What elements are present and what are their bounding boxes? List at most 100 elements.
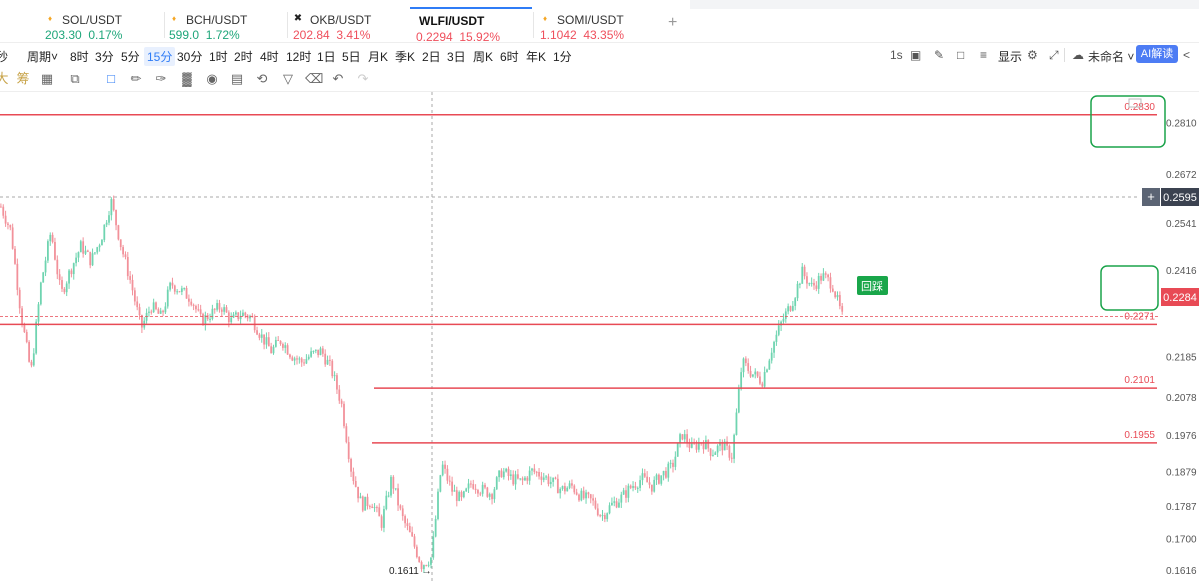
interval-1s-button[interactable]: 1s [890,48,903,62]
candle-body [366,496,369,507]
candle-body [820,275,822,281]
period-1h[interactable]: 1时 [209,50,228,64]
edit-icon[interactable]: ✎ [934,48,945,62]
candle-body [552,477,555,482]
ticker-tab-okb[interactable]: ✖ OKB/USDT 202.84 3.41% [290,9,408,42]
candle-body [32,353,35,366]
coin-icon: ♦ [47,14,53,23]
y-axis-tick-label: 0.2672 [1166,170,1197,181]
low-price-marker: 0.1611 → [389,566,432,577]
candle-body [190,301,193,305]
period-12h[interactable]: 12时 [286,50,312,64]
period-dropdown[interactable]: 周期˅ [27,50,59,64]
period-4h[interactable]: 4时 [260,50,279,64]
candle-body [18,289,21,309]
crosshair-add-button[interactable] [1142,188,1160,206]
period-8h[interactable]: 8时 [70,50,89,64]
camera-icon[interactable]: ▣ [910,48,922,62]
period-1d[interactable]: 1日 [317,50,336,64]
settings-list-icon[interactable]: ≡ [980,48,988,62]
period-3m[interactable]: 3分 [95,50,114,64]
candle-body [209,318,211,320]
share-icon[interactable]: < [1183,48,1191,62]
pen-tool-icon[interactable]: ✏ [130,71,142,86]
indicator-icon[interactable]: ▓ [182,71,192,86]
candle-body [641,473,644,481]
period-2h[interactable]: 2时 [234,50,253,64]
big-order-label[interactable]: 大 [0,71,9,86]
period-year[interactable]: 年K [526,50,547,64]
retest-label-text: 回踩 [861,280,883,293]
candle-body [686,434,688,444]
candle-body [509,474,512,476]
candle-body [225,307,228,313]
period-15m[interactable]: 15分 [144,47,176,66]
redo-icon[interactable]: ↷ [357,71,369,86]
trash-icon[interactable]: ⌫ [305,71,324,86]
candle-body [841,306,844,312]
fullscreen-icon[interactable]: ⤢ [1049,48,1059,62]
display-button[interactable]: 显示 [998,50,1023,64]
period-1m[interactable]: 1分 [553,50,572,64]
candle-body [242,312,244,317]
ticker-tab-wlfi[interactable]: WLFI/USDT 0.2294 15.92% [410,7,532,44]
fib-icon[interactable]: □ [107,71,115,86]
candle-body [152,302,155,313]
compare-icon[interactable]: ▦ [40,71,54,86]
candle-body [834,291,837,298]
period-3d[interactable]: 3日 [447,50,466,64]
period-5d[interactable]: 5日 [342,50,361,64]
candle-body [784,311,787,319]
copy-layout-icon[interactable]: ⧉ [70,71,80,86]
candle-body [470,483,472,485]
magnet-icon[interactable]: ⟲ [256,71,268,86]
candle-body [235,312,237,315]
filter-icon[interactable]: ▽ [283,71,293,86]
candle-body [782,318,785,322]
layout-name-dropdown[interactable]: 未命名 ˅ [1088,50,1135,64]
candle-body [260,334,263,338]
ai-interpret-button[interactable]: AI解读 [1136,45,1178,63]
ticker-tab-somi[interactable]: ♦ SOMI/USDT 1.1042 43.35% [537,9,655,42]
period-6h[interactable]: 6时 [500,50,519,64]
period-2d[interactable]: 2日 [422,50,441,64]
candle-body [329,359,331,361]
candle-body [284,345,287,348]
period-seconds[interactable]: 秒 [0,50,9,64]
coin-icon: ♦ [171,14,177,23]
period-week[interactable]: 周K [473,50,494,64]
candle-body [237,312,240,320]
candle-body [775,334,778,342]
candle-body [658,474,660,484]
gear-icon[interactable]: ⚙ [1027,48,1038,62]
candle-body [256,330,258,335]
candle-body [462,491,465,498]
drawing-toolbar: 大 筹 ▦ ⧉ □ ✏ ✑ ▓ ◉ ▤ ⟲ ▽ ⌫ ↶ ↷ [0,68,1199,92]
candle-body [129,276,132,280]
candle-body [385,495,388,510]
period-30m[interactable]: 30分 [177,50,203,64]
candle-body [528,470,531,481]
period-month[interactable]: 月K [368,50,389,64]
candle-body [296,358,298,360]
level-handle-icon[interactable] [1128,98,1142,108]
candle-body [453,490,456,492]
period-quarter[interactable]: 季K [395,50,416,64]
lock-icon[interactable]: ◉ [206,71,218,86]
ticker-tab-sol[interactable]: ♦ SOL/USDT 203.30 0.17% [42,9,160,42]
candle-body [697,442,700,450]
highlighter-icon[interactable]: ✑ [155,71,167,86]
candle-body [230,317,233,323]
candle-body [514,474,517,485]
undo-icon[interactable]: ↶ [332,71,344,86]
chip-label[interactable]: 筹 [16,71,30,86]
crop-icon[interactable]: □ [957,48,965,62]
add-tab-button[interactable]: + [668,14,678,31]
candle-body [756,371,759,377]
period-5m[interactable]: 5分 [121,50,140,64]
candle-body [479,493,482,495]
note-icon[interactable]: ▤ [230,71,244,86]
candle-body [742,358,745,373]
ticker-tab-bch[interactable]: ♦ BCH/USDT 599.0 1.72% [166,9,284,42]
